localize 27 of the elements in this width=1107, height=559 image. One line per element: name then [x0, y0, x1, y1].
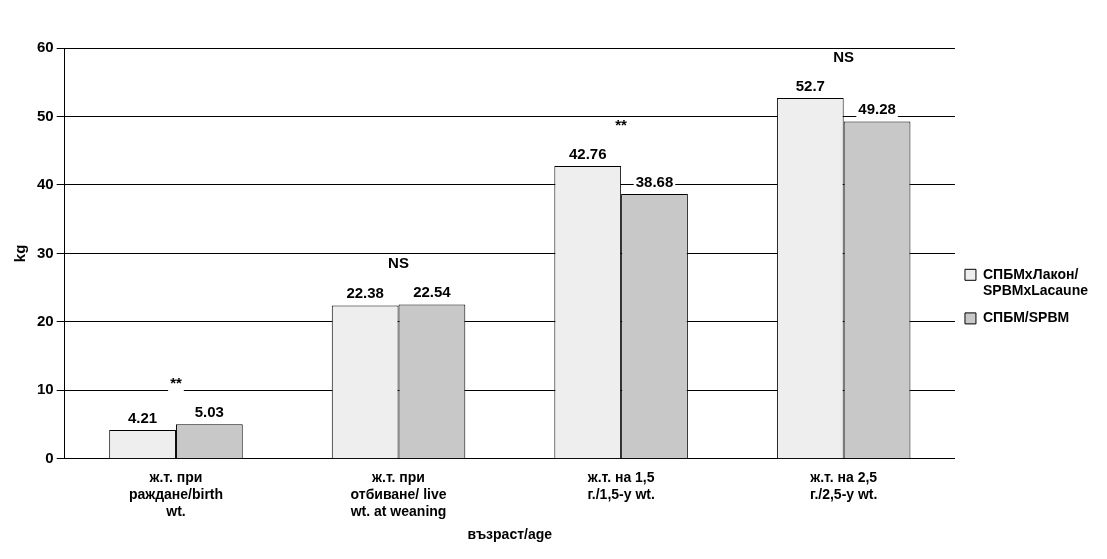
y-tick-label: 40 — [37, 175, 54, 193]
data-label: 49.28 — [858, 100, 896, 118]
x-tick-label: ж.т. на 1,5 г./1,5-y wt. — [586, 469, 655, 502]
annotation: NS — [833, 47, 855, 65]
y-tick-label: 30 — [37, 243, 54, 261]
y-tick-label: 60 — [37, 38, 54, 56]
y-axis-title: kg — [11, 244, 29, 263]
annotation: NS — [388, 254, 409, 272]
data-label: 42.76 — [568, 144, 607, 162]
data-label: 4.21 — [127, 408, 158, 426]
y-tick-label: 10 — [37, 380, 54, 398]
data-label: 22.38 — [346, 284, 384, 302]
y-tick-label: 50 — [37, 106, 54, 124]
x-axis-title: възраст/age — [467, 526, 553, 543]
x-tick-label: ж.т. на 2,5 г./2,5-y wt. — [809, 469, 878, 502]
legend-label: СПБМ/SPBM — [982, 309, 1070, 326]
annotation: ** — [615, 115, 628, 133]
data-label: 5.03 — [194, 403, 224, 420]
legend-label: СПБМхЛакон/ SPBMxLacaune — [982, 265, 1089, 299]
data-label: 52.7 — [795, 76, 825, 94]
y-tick-label: 20 — [37, 312, 54, 330]
data-label: 22.54 — [413, 283, 452, 301]
y-tick-label: 0 — [45, 448, 54, 466]
annotation: ** — [170, 374, 182, 391]
data-label: 38.68 — [635, 172, 674, 190]
x-tick-label: ж.т. при отбиване/ live wt. at weaning — [349, 469, 447, 519]
x-tick-label: ж.т. при раждане/birth wt. — [128, 469, 224, 519]
